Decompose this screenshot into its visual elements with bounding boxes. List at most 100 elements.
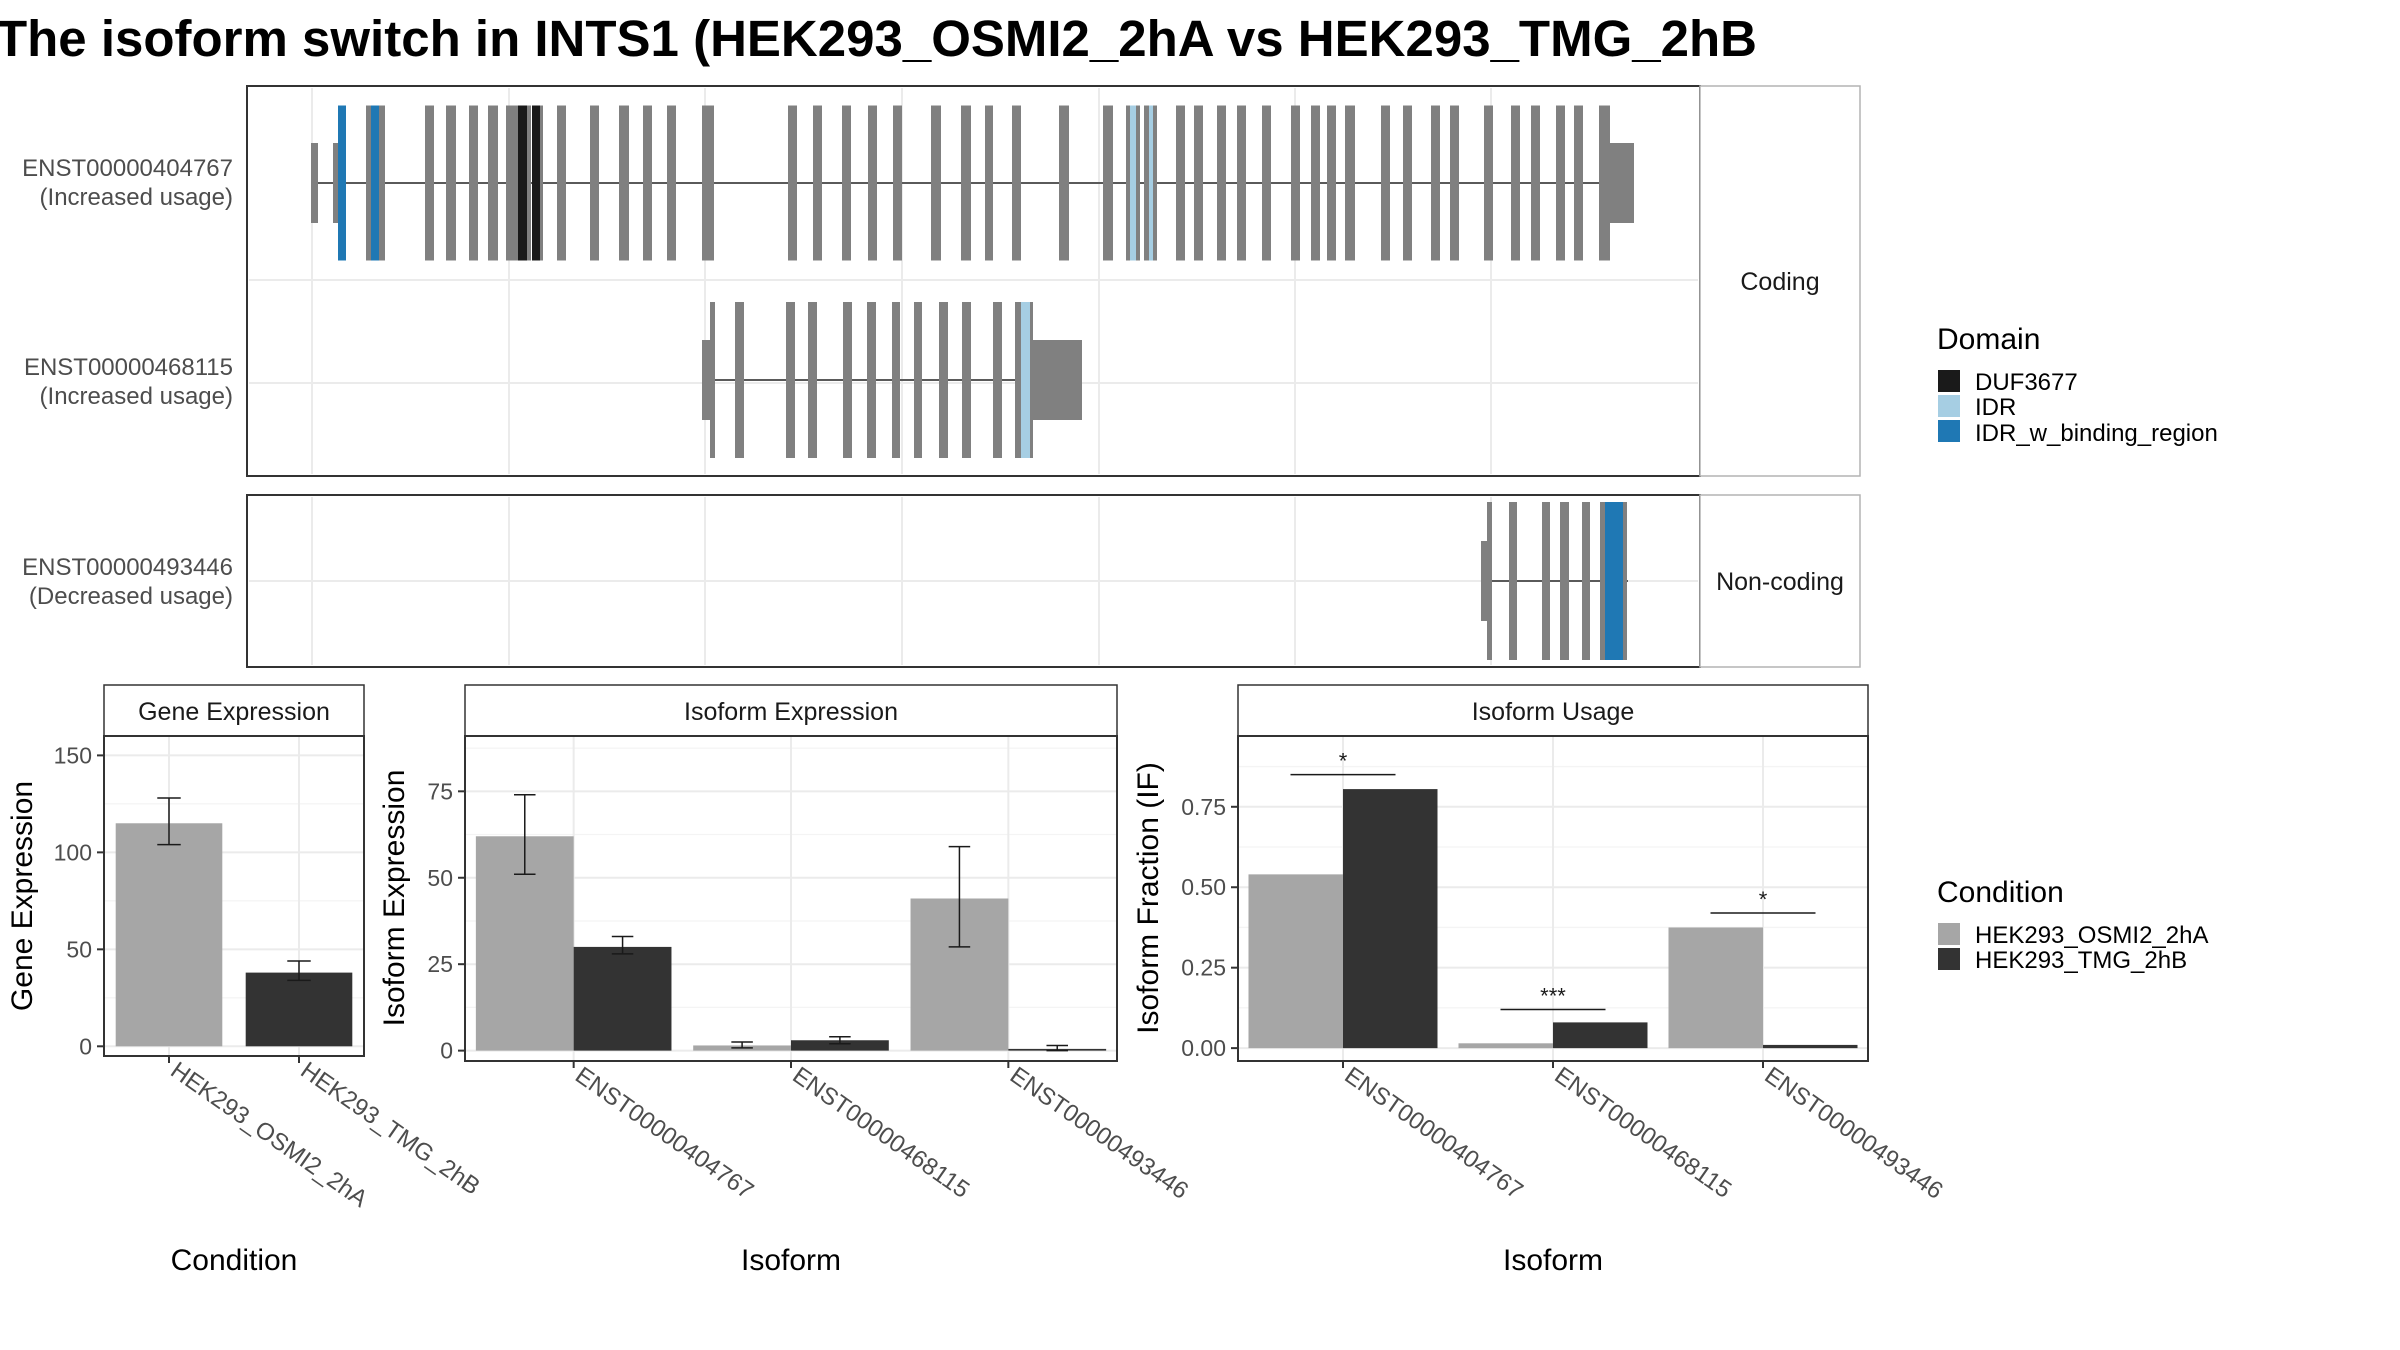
exon-block [1194, 105, 1203, 261]
exon-block [961, 105, 971, 261]
exon-block [1012, 105, 1021, 261]
exon-block [1015, 302, 1021, 458]
legend-key-osmi2 [1938, 923, 1960, 945]
error-bar [157, 797, 181, 846]
exon-block [1103, 105, 1113, 261]
utr-block [1481, 541, 1487, 621]
transcript-exons [311, 105, 1634, 261]
condition-legend-title: Condition [1937, 876, 2064, 909]
exon-block [1509, 502, 1517, 660]
significance-label: * [1339, 749, 1348, 774]
exon-block [893, 105, 902, 261]
structure-panel-coding: Coding ENST00000404767 (Increased usage)… [22, 85, 1861, 477]
exon-block [366, 105, 371, 261]
exon-block [1030, 302, 1033, 458]
bar [1763, 1044, 1858, 1049]
x-tick-label: ENST00000404767 [1340, 1062, 1528, 1205]
exon-block [619, 105, 629, 261]
y-tick-label: 75 [427, 778, 453, 804]
exon-block [1059, 105, 1069, 261]
utr-block [311, 143, 318, 223]
x-tick-label: ENST00000493446 [1005, 1062, 1193, 1205]
y-tick-label: 50 [427, 865, 453, 891]
exon-block [506, 105, 514, 261]
exon-block [843, 302, 852, 458]
exon-block [993, 302, 1002, 458]
error-bar [287, 960, 311, 982]
exon-block [1542, 502, 1550, 660]
y-tick-label: 0.75 [1181, 794, 1226, 820]
x-axis-title: Isoform [741, 1244, 841, 1277]
y-tick-label: 0.00 [1181, 1035, 1226, 1061]
exon-block [868, 105, 877, 261]
error-bar [948, 845, 971, 948]
domain-idr-binding-region [1605, 502, 1623, 660]
isoform-usage-panel: Isoform Usage 0.00 0.25 0.50 0.75 ENST000004… [1132, 684, 1948, 1277]
domain-duf3677 [518, 105, 527, 261]
domain-legend-title: Domain [1937, 323, 2040, 356]
exon-block [1144, 105, 1149, 261]
gene-expression-panel: Gene Expression 050100150HEK293_OSMI2_2h… [6, 684, 485, 1277]
utr-block [1610, 143, 1634, 223]
exon-block [446, 105, 456, 261]
bar [791, 1040, 889, 1051]
domain-legend: Domain DUF3677 IDR IDR_w_binding_region [1937, 323, 2218, 447]
transcript-row: ENST00000404767 (Increased usage) [22, 105, 1634, 261]
exon-block [1484, 105, 1493, 261]
y-axis-title: Isoform Expression [378, 770, 411, 1027]
legend-key-tmg [1938, 948, 1960, 970]
exon-block [643, 105, 652, 261]
y-tick-label: 0.50 [1181, 874, 1226, 900]
transcript-id: ENST00000493446 [22, 554, 233, 581]
exon-block [1531, 105, 1540, 261]
exon-block [1345, 105, 1355, 261]
exon-block [1176, 105, 1185, 261]
exon-block [1311, 105, 1320, 261]
exon-block [667, 105, 676, 261]
y-tick-label: 50 [66, 936, 92, 962]
exon-block [931, 105, 941, 261]
exon-block [1153, 105, 1157, 261]
exon-block [702, 105, 714, 261]
x-tick-label: ENST00000468115 [1550, 1062, 1737, 1204]
strip-noncoding [1699, 494, 1861, 668]
figure-title: The isoform switch in INTS1 (HEK293_OSMI… [0, 10, 1757, 67]
strip-label-noncoding: Non-coding [1716, 568, 1844, 596]
y-tick-label: 0 [440, 1038, 453, 1064]
y-axis-title: Isoform Fraction (IF) [1132, 762, 1165, 1034]
strip-label: Isoform Expression [684, 698, 898, 726]
exon-block [379, 105, 385, 261]
legend-label-duf3677: DUF3677 [1975, 369, 2078, 396]
domain-idr [1021, 302, 1030, 458]
x-tick-label: ENST00000493446 [1760, 1062, 1948, 1205]
exon-block [1450, 105, 1459, 261]
exon-block [1556, 105, 1565, 261]
legend-key-idr [1938, 395, 1960, 417]
transcript-exons [702, 302, 1082, 458]
transcript-row: ENST00000493446 (Decreased usage) [22, 502, 1628, 660]
exon-block [1600, 502, 1605, 660]
exon-block [1381, 105, 1390, 261]
transcript-id: ENST00000404767 [22, 155, 233, 182]
strip-label: Gene Expression [138, 698, 330, 726]
legend-key-idr-binding [1938, 420, 1960, 442]
exon-block [914, 302, 922, 458]
strip-label: Isoform Usage [1472, 698, 1635, 726]
exon-block [425, 105, 434, 261]
exon-block [786, 302, 795, 458]
y-tick-label: 25 [427, 951, 453, 977]
exon-block [1511, 105, 1520, 261]
domain-idr-binding-region [371, 105, 379, 261]
domain-duf3677 [532, 105, 540, 261]
exon-block [808, 302, 817, 458]
exon-block [514, 105, 518, 261]
exon-block [488, 105, 498, 261]
exon-block [1262, 105, 1271, 261]
exon-block [1431, 105, 1440, 261]
transcript-usage-label: (Increased usage) [40, 184, 233, 211]
error-bar [829, 1036, 851, 1045]
structure-panel-noncoding: Non-coding ENST00000493446 (Decreased us… [22, 494, 1861, 668]
exon-block [1403, 105, 1412, 261]
exon-block [1599, 105, 1610, 261]
